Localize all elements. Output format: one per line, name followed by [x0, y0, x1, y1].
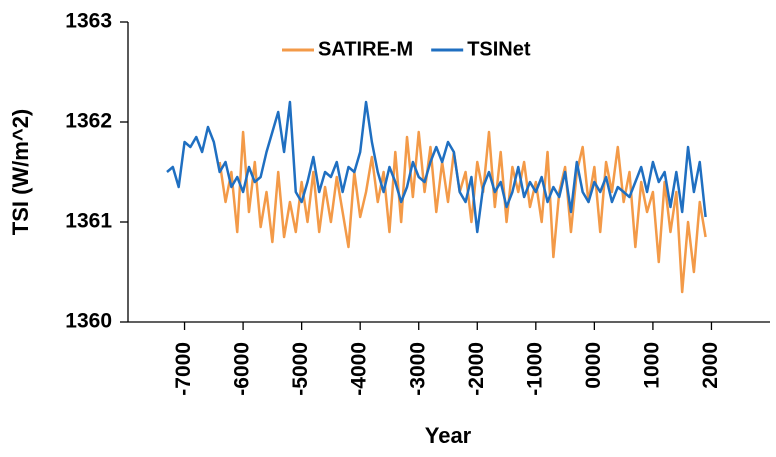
series-line [218, 130, 707, 294]
x-tick-label: -5000 [289, 342, 312, 396]
y-tick-label: 1363 [65, 10, 112, 33]
x-tick-label: 2000 [699, 342, 722, 389]
y-tick-label: 1360 [65, 310, 112, 333]
x-tick-label: -7000 [172, 342, 195, 396]
x-tick-label: -2000 [465, 342, 488, 396]
x-tick-label: 1000 [640, 342, 663, 389]
series-line [166, 100, 707, 234]
y-axis-label: TSI (W/m^2) [8, 109, 33, 236]
x-tick-label: -6000 [231, 342, 254, 396]
legend-label: SATIRE-M [318, 38, 413, 60]
x-axis-label: Year [425, 423, 472, 448]
x-tick-label: 0000 [582, 342, 605, 389]
x-tick-label: -3000 [406, 342, 429, 396]
legend-label: TSINet [467, 38, 531, 60]
y-tick-label: 1361 [65, 210, 112, 233]
x-tick-label: -4000 [348, 342, 371, 396]
x-tick-label: -1000 [523, 342, 546, 396]
y-tick-label: 1362 [65, 110, 112, 133]
